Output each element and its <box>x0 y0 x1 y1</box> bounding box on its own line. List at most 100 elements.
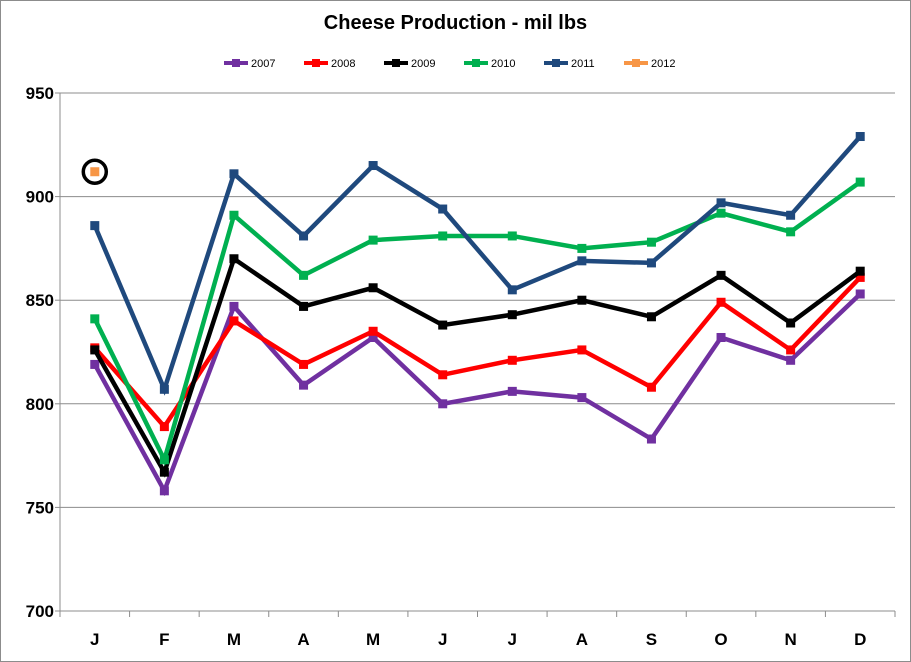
series-2007-point <box>438 399 448 409</box>
legend-swatch-marker <box>632 59 640 67</box>
legend-item-2007: 2007 <box>224 58 275 70</box>
y-tick-label: 750 <box>26 498 54 517</box>
legend-item-2011: 2011 <box>544 58 595 70</box>
x-tick-label: A <box>297 630 309 649</box>
series-2008-point <box>368 326 378 336</box>
series-2009-point <box>786 318 796 328</box>
series-2007-point <box>646 434 656 444</box>
x-tick-label: J <box>438 630 447 649</box>
series-2007-line <box>92 292 862 497</box>
series-2010-point <box>646 237 656 247</box>
series-2008-point <box>159 422 169 432</box>
series-2008-point <box>507 355 517 365</box>
series-2011-point <box>438 204 448 214</box>
series-2010-point <box>368 235 378 245</box>
series-2009-point <box>716 270 726 280</box>
legend-item-2010: 2010 <box>464 58 515 70</box>
x-tick-label: J <box>90 630 99 649</box>
chart-title: Cheese Production - mil lbs <box>323 12 588 34</box>
series-2010-point <box>299 270 309 280</box>
series-2007-point <box>299 380 309 390</box>
series-2009-point <box>646 312 656 322</box>
series-2012-point <box>90 167 100 177</box>
series-2009-point <box>577 295 587 305</box>
x-tick-label: M <box>366 630 380 649</box>
axis-layer: 700 750 800 850 900 950 J F M A M J J A S O N D <box>26 84 896 649</box>
series-2011-point <box>855 132 865 142</box>
series-2011-point <box>577 256 587 266</box>
series-2011-line <box>92 135 862 396</box>
legend-item-2008: 2008 <box>304 58 355 70</box>
series-2008-point <box>229 316 239 326</box>
series-2011-point <box>159 384 169 394</box>
series-2010-point <box>507 231 517 241</box>
y-tick-label: 900 <box>26 188 54 207</box>
legend-swatch-marker <box>552 59 560 67</box>
series-2011-point <box>716 198 726 208</box>
series-2008-point <box>855 272 865 282</box>
series-2010-point <box>90 314 100 324</box>
series-2008-point <box>577 345 587 355</box>
annotation-circle <box>81 158 109 185</box>
legend: 2007 2008 2009 2010 2011 2012 <box>224 58 675 70</box>
legend-swatch-marker <box>232 59 240 67</box>
series-2009-point <box>855 266 865 276</box>
series-2007-point <box>90 359 100 369</box>
series-2011-point <box>507 285 517 295</box>
y-tick-label: 800 <box>26 395 54 414</box>
legend-label: 2007 <box>251 58 275 70</box>
y-tick-label: 950 <box>26 84 54 103</box>
series-2008-point <box>786 345 796 355</box>
series-2007-point <box>855 289 865 299</box>
legend-swatch-marker <box>312 59 320 67</box>
series-2008-line <box>93 275 862 431</box>
series-2009-point <box>507 310 517 320</box>
series-2010-point <box>159 455 169 465</box>
x-tick-label: A <box>576 630 588 649</box>
x-tick-label: D <box>854 630 866 649</box>
y-tick-label: 850 <box>26 291 54 310</box>
series-2007-point <box>507 386 517 396</box>
legend-item-2012: 2012 <box>624 58 675 70</box>
series-2007-point <box>786 355 796 365</box>
legend-swatch-marker <box>392 59 400 67</box>
series-2010-point <box>229 210 239 220</box>
series-2011-point <box>299 231 309 241</box>
series-2009-point <box>299 301 309 311</box>
series-2008-point <box>646 382 656 392</box>
y-tick-label: 700 <box>26 602 54 621</box>
series-2008-point <box>716 297 726 307</box>
x-tick-label: N <box>784 630 796 649</box>
legend-swatch-marker <box>472 59 480 67</box>
series-2010-point <box>438 231 448 241</box>
series-2010 <box>90 177 865 466</box>
series-2010-point <box>786 227 796 237</box>
series-2008-point <box>438 370 448 380</box>
x-tick-label: M <box>227 630 241 649</box>
legend-label: 2010 <box>491 58 515 70</box>
series-2011-point <box>229 169 239 179</box>
legend-label: 2009 <box>411 58 435 70</box>
series-2011-point <box>786 210 796 220</box>
series-2011-point <box>90 221 100 231</box>
series-2010-line <box>92 180 862 466</box>
series-2010-point <box>716 208 726 218</box>
series-2007-point <box>229 301 239 311</box>
series-2008-point <box>299 359 309 369</box>
series-2009-point <box>159 467 169 477</box>
series-2007-point <box>368 332 378 342</box>
x-tick-label: F <box>159 630 169 649</box>
series-2010-point <box>577 243 587 253</box>
series-2007-point <box>577 393 587 403</box>
series-2011 <box>90 132 865 396</box>
series-2011-point <box>368 161 378 171</box>
series-2009-line <box>92 255 862 478</box>
series-2009-point <box>438 320 448 330</box>
series-2012 <box>90 167 100 177</box>
legend-label: 2011 <box>571 58 595 70</box>
series-2009-point <box>229 254 239 264</box>
series-layer <box>81 132 865 497</box>
series-2011-point <box>646 258 656 268</box>
grid-layer <box>60 92 895 508</box>
